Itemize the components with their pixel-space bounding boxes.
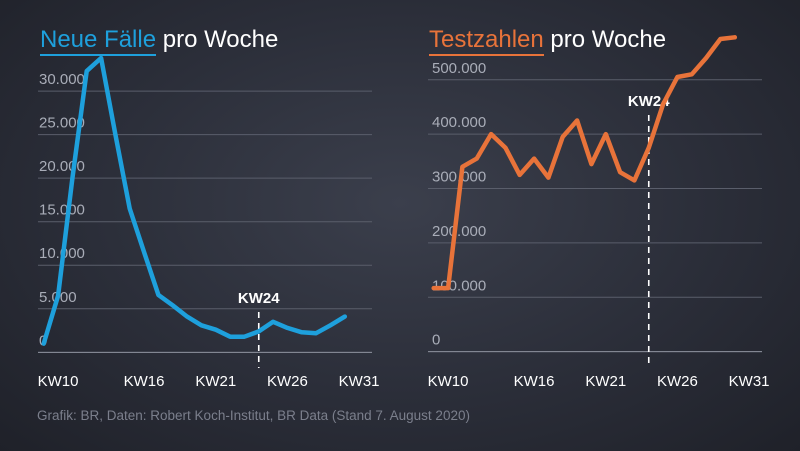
ytick-label-tests-2: 200.000 bbox=[432, 223, 486, 240]
chart-title-tests-rest: pro Woche bbox=[543, 26, 667, 53]
ytick-label-tests-5: 500.000 bbox=[432, 60, 486, 77]
ytick-label-tests-1: 100.000 bbox=[432, 277, 486, 294]
xtick-label-cases-0: KW10 bbox=[38, 373, 79, 390]
ytick-label-tests-0: 0 bbox=[432, 332, 440, 349]
chart-title-cases-rest: pro Woche bbox=[156, 26, 279, 53]
ytick-label-tests-4: 400.000 bbox=[432, 114, 486, 131]
xtick-label-cases-3: KW26 bbox=[267, 373, 308, 390]
chart-title-tests-highlight: Testzahlen bbox=[429, 26, 544, 56]
ytick-label-cases-6: 30.000 bbox=[39, 71, 85, 88]
xtick-label-tests-4: KW31 bbox=[729, 373, 770, 390]
ytick-label-cases-5: 25.000 bbox=[39, 115, 85, 132]
xtick-label-cases-2: KW21 bbox=[195, 373, 236, 390]
xtick-label-tests-2: KW21 bbox=[585, 373, 626, 390]
xtick-label-tests-3: KW26 bbox=[657, 373, 698, 390]
chart-title-tests: Testzahlen pro Woche bbox=[429, 26, 667, 56]
chart-title-cases-highlight: Neue Fälle bbox=[40, 26, 157, 56]
xtick-label-tests-1: KW16 bbox=[514, 373, 555, 390]
xtick-label-cases-4: KW31 bbox=[339, 373, 380, 390]
source-note: Grafik: BR, Daten: Robert Koch-Institut,… bbox=[37, 408, 470, 423]
xtick-label-tests-0: KW10 bbox=[428, 373, 469, 390]
ytick-label-cases-3: 15.000 bbox=[39, 202, 85, 219]
marker-label-tests: KW24 bbox=[628, 93, 670, 110]
marker-label-cases: KW24 bbox=[238, 290, 280, 307]
ytick-label-cases-4: 20.000 bbox=[39, 158, 85, 175]
series-line-cases bbox=[41, 55, 348, 346]
series-line-tests bbox=[431, 35, 738, 291]
chart-title-cases: Neue Fälle pro Woche bbox=[40, 26, 279, 56]
xtick-label-cases-1: KW16 bbox=[124, 373, 165, 390]
